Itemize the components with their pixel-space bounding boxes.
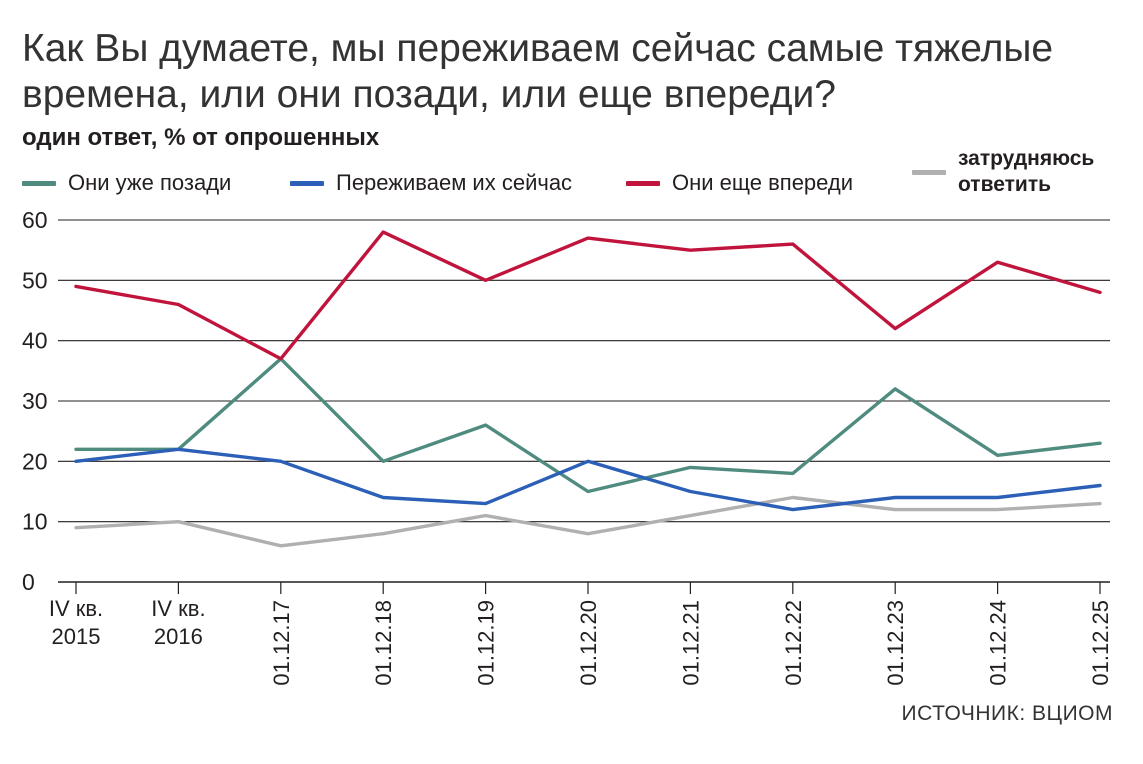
legend-item: затрудняюсь ответить bbox=[912, 146, 1118, 198]
legend-swatch bbox=[626, 180, 660, 186]
legend-swatch bbox=[22, 180, 56, 186]
x-tick-label: 01.12.21 bbox=[678, 600, 703, 686]
x-tick-label: IV кв. 2016 bbox=[151, 596, 205, 649]
y-tick-label: 30 bbox=[22, 388, 48, 414]
x-tick-label-line: 2016 bbox=[154, 624, 203, 649]
y-tick-label: 0 bbox=[22, 569, 35, 595]
x-tick-label: 01.12.25 bbox=[1088, 600, 1113, 686]
x-tick-label: 01.12.23 bbox=[883, 600, 908, 686]
legend-label: Они еще впереди bbox=[672, 170, 854, 195]
series-line bbox=[74, 447, 1102, 512]
y-tick-label: 50 bbox=[22, 267, 48, 293]
x-tick-label: 01.12.18 bbox=[371, 600, 396, 686]
legend-label: затрудняюсь ответить bbox=[958, 147, 1095, 196]
legend: Они уже позади Переживаем их сейчас Они … bbox=[22, 147, 1122, 200]
x-tick-label: IV кв. 2015 bbox=[49, 596, 103, 649]
x-tick-label-line: 2015 bbox=[52, 624, 101, 649]
x-tick-label: 01.12.17 bbox=[269, 600, 294, 686]
legend-label: Они уже позади bbox=[68, 170, 232, 195]
chart-subtitle: один ответ, % от опрошенных bbox=[22, 124, 380, 151]
legend-item: Переживаем их сейчас bbox=[290, 170, 572, 196]
x-tick-label: 01.12.19 bbox=[474, 600, 499, 686]
x-tick-label: 01.12.22 bbox=[781, 600, 806, 686]
x-tick-label: 01.12.20 bbox=[576, 600, 601, 686]
legend-swatch bbox=[290, 180, 324, 186]
series-line bbox=[74, 357, 1102, 494]
series-line bbox=[74, 495, 1102, 548]
legend-item: Они уже позади bbox=[22, 170, 231, 196]
legend-item: Они еще впереди bbox=[626, 170, 853, 196]
x-tick-label-line: IV кв. bbox=[151, 596, 205, 621]
x-tick-label-line: IV кв. bbox=[49, 596, 103, 621]
source-note: ИСТОЧНИК: ВЦИОМ bbox=[901, 702, 1113, 725]
x-tick-label: 01.12.24 bbox=[986, 600, 1011, 686]
y-tick-label: 40 bbox=[22, 328, 48, 354]
y-tick-label: 60 bbox=[22, 207, 48, 233]
series-line bbox=[74, 230, 1102, 361]
legend-label: Переживаем их сейчас bbox=[336, 170, 573, 195]
legend-swatch bbox=[912, 169, 946, 175]
y-tick-label: 10 bbox=[22, 509, 48, 535]
y-tick-label: 20 bbox=[22, 448, 48, 474]
chart-title: Как Вы думаете, мы переживаем сейчас сам… bbox=[22, 27, 1054, 116]
